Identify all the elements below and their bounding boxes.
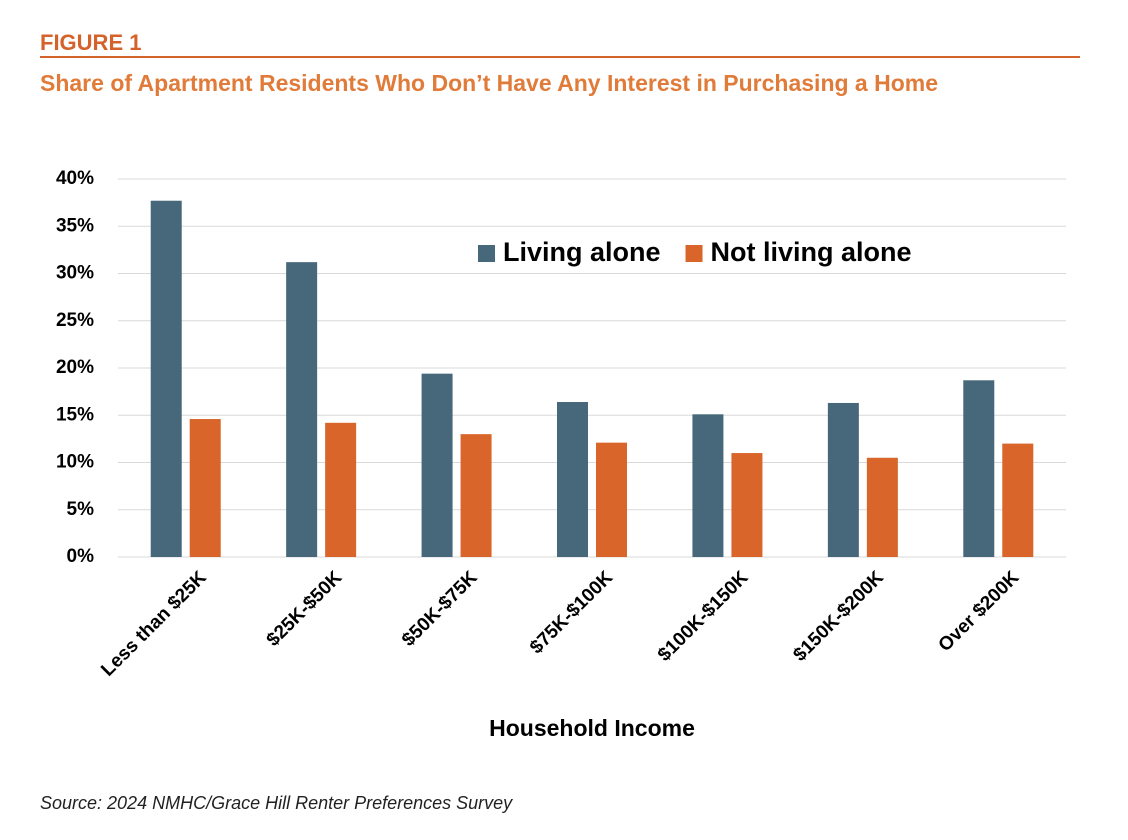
- bar: [866, 457, 898, 557]
- x-tick-label: $150K-$200K: [789, 567, 888, 666]
- bar: [189, 419, 221, 557]
- bar: [596, 442, 627, 557]
- y-tick-label: 0%: [67, 546, 95, 567]
- x-tick-label: $75K-$100K: [526, 567, 617, 658]
- bar: [557, 402, 588, 557]
- x-tick-label: Over $200K: [935, 567, 1024, 656]
- y-tick-label: 5%: [67, 499, 95, 520]
- bar: [421, 373, 453, 557]
- chart-title: Share of Apartment Residents Who Don’t H…: [40, 70, 939, 96]
- y-tick-label: 30%: [56, 263, 94, 284]
- bar: [1002, 443, 1034, 557]
- y-tick-label: 10%: [56, 452, 94, 473]
- source: Source: 2024 NMHC/Grace Hill Renter Pref…: [40, 793, 513, 813]
- y-tick-label: 15%: [56, 404, 94, 425]
- x-tick-label: Less than $25K: [97, 567, 211, 681]
- x-tick-label: $25K-$50K: [263, 567, 347, 651]
- y-tick-label: 40%: [56, 168, 94, 189]
- legend-label: Not living alone: [711, 237, 912, 267]
- bar: [692, 414, 724, 557]
- x-axis-label: Household Income: [489, 715, 695, 741]
- y-tick-label: 35%: [56, 215, 94, 236]
- bar: [325, 422, 357, 557]
- bar: [460, 434, 492, 557]
- y-tick-label: 20%: [56, 357, 94, 378]
- x-tick-label: $50K-$75K: [398, 567, 482, 651]
- bar: [963, 380, 995, 557]
- x-tick-label: $100K-$150K: [654, 567, 753, 666]
- figure-label: FIGURE 1: [40, 30, 142, 55]
- bar: [731, 453, 763, 557]
- y-tick-label: 25%: [56, 310, 94, 331]
- header-rule: [40, 56, 1080, 58]
- legend-swatch: [685, 245, 703, 262]
- bar: [150, 200, 182, 558]
- bar: [286, 262, 318, 557]
- legend-swatch: [478, 245, 495, 262]
- bar: [827, 402, 859, 557]
- legend-label: Living alone: [503, 237, 661, 267]
